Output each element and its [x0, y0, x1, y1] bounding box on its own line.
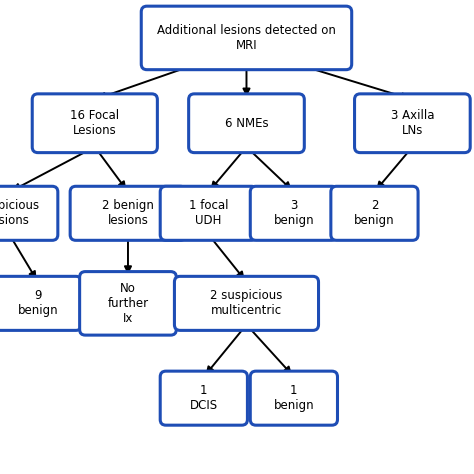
Text: 1
benign: 1 benign — [273, 384, 314, 412]
Text: 6 NMEs: 6 NMEs — [225, 117, 268, 130]
FancyBboxPatch shape — [174, 276, 319, 330]
Text: 2
benign: 2 benign — [354, 199, 395, 228]
FancyBboxPatch shape — [250, 186, 337, 240]
Text: 16 Focal
Lesions: 16 Focal Lesions — [70, 109, 119, 137]
Text: 2 benign
lesions: 2 benign lesions — [102, 199, 154, 228]
FancyBboxPatch shape — [80, 272, 176, 335]
Text: 2 suspicious
multicentric: 2 suspicious multicentric — [210, 289, 283, 318]
Text: 9
benign: 9 benign — [18, 289, 58, 318]
Text: 1
DCIS: 1 DCIS — [190, 384, 218, 412]
Text: 1 focal
UDH: 1 focal UDH — [189, 199, 228, 228]
FancyBboxPatch shape — [0, 276, 82, 330]
FancyBboxPatch shape — [160, 371, 247, 425]
Text: Additional lesions detected on
MRI: Additional lesions detected on MRI — [157, 24, 336, 52]
FancyBboxPatch shape — [160, 186, 257, 240]
Text: No
further
Ix: No further Ix — [108, 282, 148, 325]
FancyBboxPatch shape — [141, 6, 352, 70]
FancyBboxPatch shape — [189, 94, 304, 153]
FancyBboxPatch shape — [331, 186, 418, 240]
FancyBboxPatch shape — [355, 94, 470, 153]
Text: suspicious
lesions: suspicious lesions — [0, 199, 40, 228]
FancyBboxPatch shape — [250, 371, 337, 425]
FancyBboxPatch shape — [0, 186, 58, 240]
Text: 3
benign: 3 benign — [273, 199, 314, 228]
FancyBboxPatch shape — [32, 94, 157, 153]
Text: 3 Axilla
LNs: 3 Axilla LNs — [391, 109, 434, 137]
FancyBboxPatch shape — [70, 186, 186, 240]
